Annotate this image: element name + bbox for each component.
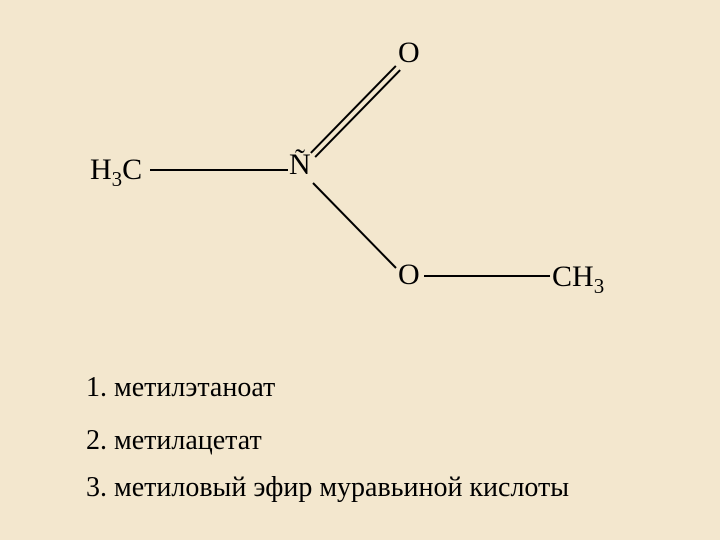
slide-canvas: H3C Ñ O O CH3 1. метилэтаноат 2. метилац… — [0, 0, 720, 540]
atom-ch3: CH3 — [552, 262, 604, 292]
answer-2: 2. метилацетат — [86, 425, 262, 457]
atom-n-tilde: Ñ — [289, 150, 311, 180]
atom-o-bottom: O — [398, 260, 420, 290]
answer-1: 1. метилэтаноат — [86, 372, 275, 404]
atom-o-top: O — [398, 38, 420, 68]
bond-layer — [0, 0, 720, 540]
answer-3: 3. метиловый эфир муравьиной кислоты — [86, 472, 569, 504]
atom-h3c: H3C — [90, 155, 142, 185]
